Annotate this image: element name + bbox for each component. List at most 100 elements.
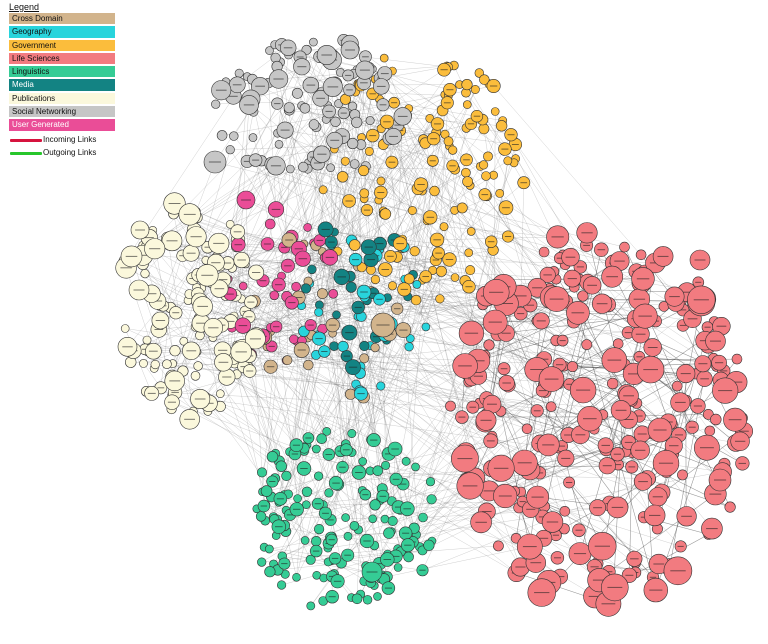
node-label-mark: [346, 89, 353, 91]
dataset-node: [538, 246, 550, 258]
graph-edge: [331, 242, 343, 468]
dataset-node: [450, 273, 460, 282]
dataset-node: [412, 280, 422, 289]
dataset-node: [429, 185, 440, 197]
node-label-mark: [297, 66, 307, 68]
node-label-mark: [687, 318, 698, 320]
node-label-mark: [458, 416, 466, 418]
node-label-mark: [196, 322, 207, 324]
dataset-node: [370, 274, 381, 285]
node-label-mark: [238, 325, 248, 327]
node-label-mark: [383, 121, 391, 123]
dataset-node: [612, 338, 624, 350]
node-label-mark: [624, 441, 633, 443]
dataset-node: [461, 167, 471, 178]
graph-edge: [316, 126, 382, 182]
node-label-mark: [538, 390, 546, 392]
graph-edge: [301, 305, 654, 578]
node-label-mark: [306, 84, 316, 86]
dataset-node: [305, 554, 316, 565]
dataset-node: [257, 557, 267, 567]
dataset-node: [264, 218, 276, 230]
dataset-node: [277, 580, 287, 590]
node-label-mark: [186, 350, 197, 352]
graph-edge: [389, 138, 420, 547]
graph-edge: [342, 176, 546, 393]
node-label-mark: [316, 97, 325, 99]
node-label-mark: [288, 302, 296, 304]
node-label-mark: [376, 85, 386, 87]
node-label-mark: [504, 236, 512, 237]
node-label-mark: [328, 596, 336, 598]
node-label-mark: [653, 429, 667, 431]
node-label-mark: [339, 466, 346, 468]
node-label-mark: [370, 292, 377, 294]
node-label-mark: [208, 161, 221, 163]
graph-edge: [282, 259, 450, 557]
graph-edge: [443, 226, 558, 238]
node-label-mark: [679, 309, 687, 311]
node-label-mark: [215, 89, 227, 91]
graph-edge: [270, 366, 347, 450]
dataset-node: [274, 140, 284, 149]
legend-item-geography: Geography: [9, 26, 115, 38]
dataset-node: [330, 116, 341, 128]
graph-edge: [160, 387, 282, 467]
node-label-mark: [247, 301, 255, 303]
graph-edge: [355, 259, 450, 385]
node-label-mark: [443, 102, 451, 104]
node-label-mark: [366, 571, 378, 573]
node-label-mark: [738, 462, 746, 464]
dataset-node: [411, 462, 420, 472]
graph-edge: [358, 334, 390, 473]
graph-edge: [308, 281, 415, 529]
dataset-node: [298, 161, 309, 173]
node-label-mark: [363, 209, 371, 211]
graph-edge: [382, 324, 386, 466]
graph-edge: [173, 213, 496, 323]
graph-edge: [247, 76, 337, 484]
node-label-mark: [419, 569, 426, 571]
node-label-mark: [649, 576, 657, 578]
dataset-node: [337, 171, 349, 183]
graph-edge: [495, 321, 613, 384]
graph-edge: [462, 207, 625, 248]
graph-edge: [398, 506, 519, 508]
graph-edge: [500, 411, 531, 547]
node-label-mark: [389, 135, 398, 137]
node-label-mark: [270, 165, 282, 167]
dataset-node: [401, 456, 411, 466]
dataset-node: [347, 137, 359, 150]
dataset-node: [347, 428, 357, 438]
node-label-mark: [602, 465, 612, 467]
node-label-mark: [152, 300, 163, 302]
node-label-mark: [266, 366, 275, 368]
node-label-mark: [677, 545, 684, 547]
node-label-mark: [471, 360, 485, 362]
node-label-mark: [154, 329, 164, 330]
dataset-node: [369, 499, 381, 511]
dataset-node: [264, 544, 274, 554]
node-label-mark: [730, 381, 743, 383]
graph-edge: [395, 326, 427, 480]
node-label-mark: [343, 355, 350, 357]
graph-edge: [282, 450, 341, 557]
graph-edge: [402, 248, 521, 568]
dataset-node: [301, 486, 313, 497]
dataset-node: [314, 307, 324, 317]
graph-edge: [328, 254, 382, 578]
node-label-mark: [735, 440, 746, 442]
graph-edge: [322, 251, 375, 586]
node-label-mark: [330, 139, 340, 141]
node-label-mark: [362, 56, 369, 58]
node-label-mark: [388, 161, 396, 163]
dataset-node: [351, 593, 363, 605]
graph-edge: [310, 85, 356, 260]
node-label-mark: [357, 393, 365, 395]
node-label-mark: [327, 519, 334, 521]
node-label-mark: [179, 255, 186, 257]
node-label-mark: [354, 306, 362, 308]
dataset-node: [308, 119, 320, 130]
node-layer: [115, 33, 753, 617]
